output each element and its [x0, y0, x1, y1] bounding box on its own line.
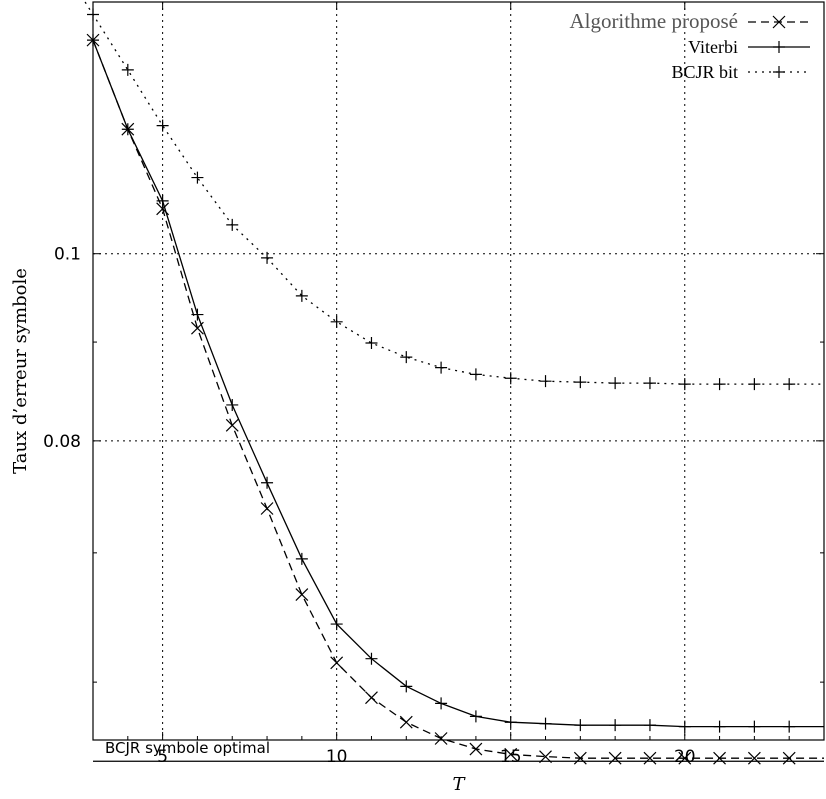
data-point-algorithme-propose: [295, 588, 309, 602]
data-point-algorithme-propose: [573, 751, 587, 765]
data-point-bcjr-bit: [783, 378, 796, 391]
data-point-viterbi: [191, 308, 204, 321]
data-point-viterbi: [226, 398, 239, 411]
data-point-viterbi: [504, 716, 517, 729]
data-point-bcjr-bit: [435, 361, 448, 374]
legend: Algorithme proposé Viterbi BCJR bit: [569, 9, 810, 82]
data-point-viterbi: [678, 720, 691, 733]
y-tick-label: 0.1: [54, 245, 81, 265]
data-point-bcjr-bit: [748, 378, 761, 391]
data-point-viterbi: [365, 652, 378, 665]
x-tick-label: 5: [157, 747, 168, 767]
data-point-viterbi: [330, 618, 343, 631]
data-point-viterbi: [156, 194, 169, 207]
legend-marker-bcjr-bit: [773, 66, 785, 78]
data-point-viterbi: [539, 717, 552, 730]
series-viterbi: [87, 34, 824, 733]
data-point-viterbi: [295, 552, 308, 565]
data-point-bcjr-bit: [400, 351, 413, 364]
data-point-algorithme-propose: [539, 750, 552, 764]
x-tick-label: 20: [674, 747, 696, 767]
x-axis-title: T: [452, 774, 466, 795]
data-point-algorithme-propose: [330, 656, 344, 670]
legend-label-bcjr-bit: BCJR bit: [671, 62, 738, 82]
data-point-viterbi: [469, 710, 482, 723]
x-tick-label: 15: [500, 747, 522, 767]
series-line-algorithme-propose: [92, 39, 824, 759]
data-point-viterbi: [261, 476, 274, 489]
data-point-bcjr-bit: [574, 376, 587, 389]
data-point-bcjr-bit: [191, 171, 204, 184]
data-point-viterbi: [713, 720, 726, 733]
legend-marker-viterbi: [773, 41, 785, 53]
data-point-viterbi: [609, 719, 622, 732]
data-point-bcjr-bit: [643, 377, 656, 390]
data-point-bcjr-bit: [261, 251, 274, 264]
reference-line-label: BCJR symbole optimal: [105, 739, 270, 757]
axis-ticks: 5 10 15 20 0.08 0.1: [43, 2, 825, 767]
data-point-algorithme-propose: [643, 751, 657, 765]
data-point-bcjr-bit: [295, 289, 308, 302]
data-point-algorithme-propose: [399, 715, 413, 729]
data-point-bcjr-bit: [365, 337, 378, 349]
data-point-algorithme-propose: [469, 742, 483, 756]
y-axis-title: Taux d’erreur symbole: [10, 268, 31, 474]
data-point-bcjr-bit: [713, 378, 726, 391]
series-group: [84, 1, 824, 765]
data-point-viterbi: [435, 697, 448, 710]
data-point-viterbi: [783, 720, 796, 733]
x-tick-label: 10: [326, 747, 348, 767]
data-point-algorithme-propose: [713, 751, 726, 765]
data-point-bcjr-bit: [609, 377, 622, 390]
data-point-bcjr-bit: [504, 372, 517, 385]
data-point-algorithme-propose: [225, 418, 239, 432]
data-point-bcjr-bit: [330, 315, 343, 328]
data-point-viterbi: [643, 719, 656, 732]
data-point-algorithme-propose: [260, 502, 274, 515]
legend-label-viterbi: Viterbi: [688, 37, 738, 57]
data-point-viterbi: [574, 719, 587, 732]
series-bcjr-bit: [84, 1, 824, 391]
plot-frame: [92, 1, 825, 741]
data-point-bcjr-bit: [678, 378, 691, 391]
data-point-bcjr-bit: [469, 368, 482, 381]
data-point-bcjr-bit: [121, 63, 134, 76]
legend-marker-algorithme-propose: [772, 15, 786, 29]
data-point-algorithme-propose: [504, 747, 518, 761]
y-tick-label: 0.08: [43, 432, 81, 452]
data-point-algorithme-propose: [747, 751, 761, 765]
data-point-viterbi: [121, 123, 134, 136]
data-point-bcjr-bit: [156, 119, 169, 132]
legend-label-algorithme-propose: Algorithme proposé: [569, 9, 738, 33]
data-point-algorithme-propose: [365, 691, 378, 705]
grid-lines: [93, 2, 824, 740]
data-point-bcjr-bit: [539, 375, 552, 388]
data-point-bcjr-bit: [226, 218, 239, 231]
data-point-algorithme-propose: [782, 751, 796, 765]
data-point-algorithme-propose: [608, 751, 622, 765]
data-point-viterbi: [400, 680, 413, 693]
data-point-viterbi: [748, 720, 761, 733]
data-point-algorithme-propose: [678, 751, 692, 765]
series-line-viterbi: [92, 39, 824, 728]
series-algorithme-propose: [86, 33, 824, 765]
